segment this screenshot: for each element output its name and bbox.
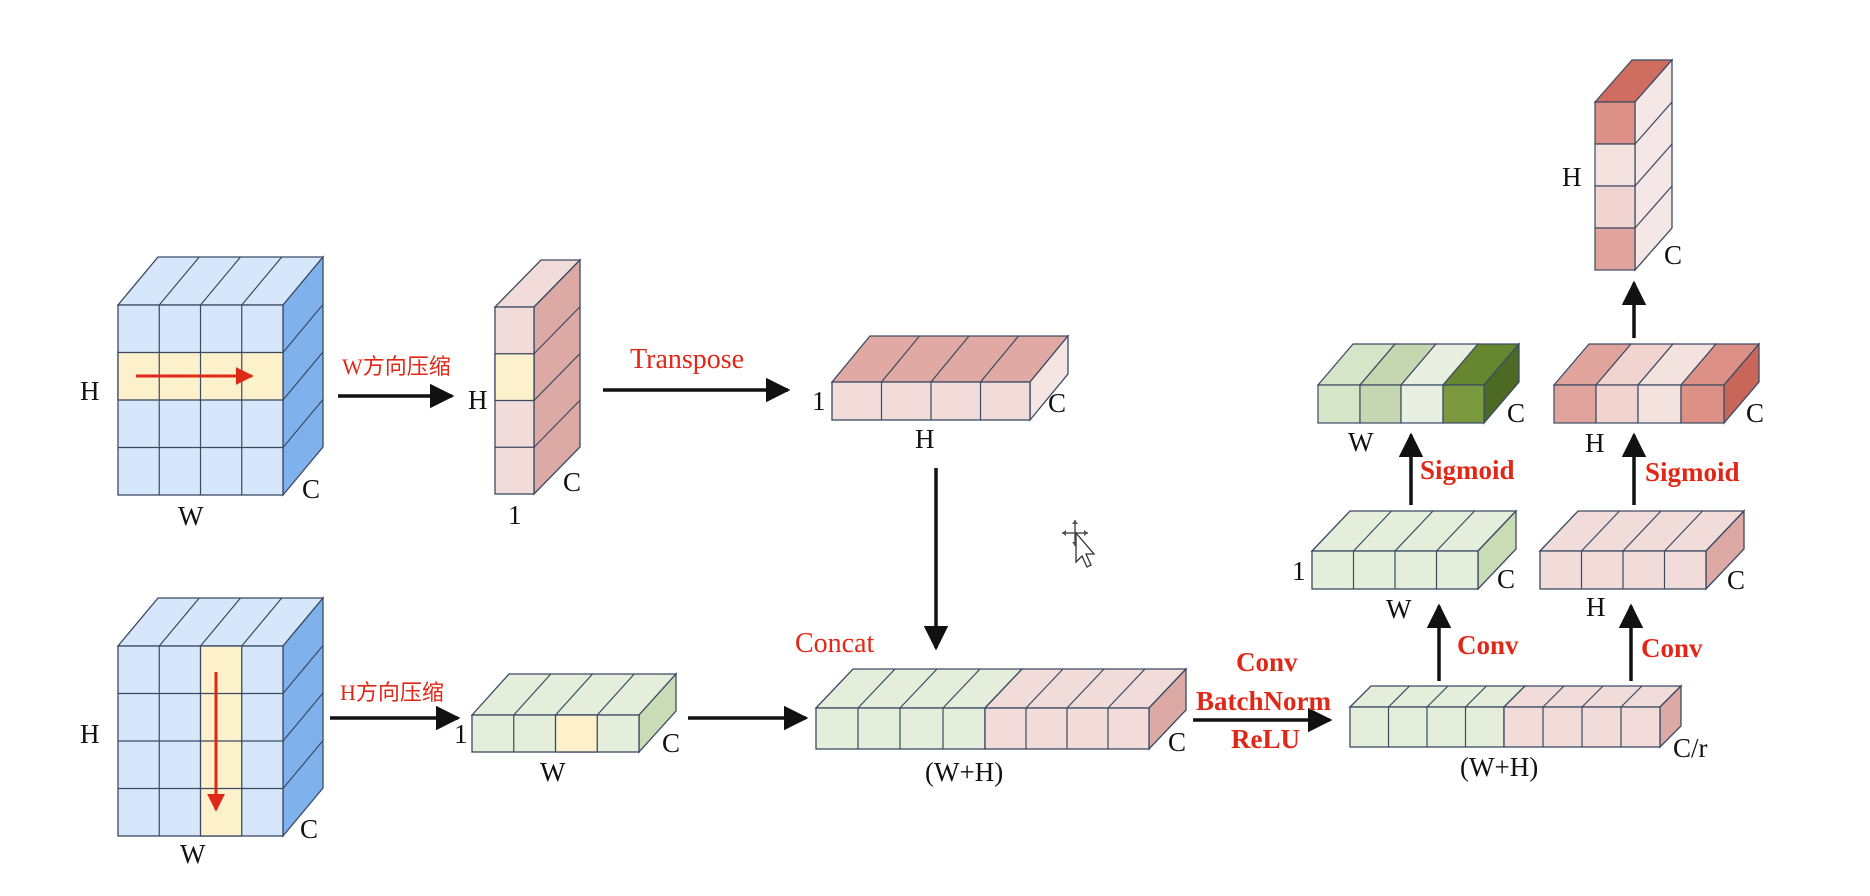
top-tensor-c-label: C [302,474,320,504]
w-conv-label: Conv [1457,630,1519,660]
top-pooled-column: H 1 C [468,258,582,530]
h-pre-h-label: H [1586,592,1606,622]
bottom-pooled-one-label: 1 [454,719,468,749]
h-weights-h-label: H [1585,428,1605,458]
h-weights-c-label: C [1746,398,1764,428]
mouse-cursor-icon [1062,520,1096,568]
h-pre-c-label: C [1727,565,1745,595]
h-column-h-label: H [1562,162,1582,192]
top-pooled-h-label: H [468,385,488,415]
h-attention-weights: H C [1552,342,1764,458]
w-weights-c-label: C [1507,398,1525,428]
concat-label: Concat [795,628,875,659]
w-attention-weights: W C [1316,342,1525,457]
h-conv-label: Conv [1641,633,1703,663]
w-weights-w-label: W [1348,427,1374,457]
bottom-tensor-w-label: W [180,839,206,869]
w-pre-sigmoid-block: 1 W C [1292,509,1518,624]
relu-label: ReLU [1231,724,1300,754]
conv1-label: Conv [1236,647,1298,677]
h-column-c-label: C [1664,240,1682,270]
transposed-c-label: C [1048,388,1066,418]
h-pre-sigmoid-block: H C [1538,509,1746,622]
concat-block: Concat (W+H) C [795,628,1188,787]
top-input-tensor: H W C [80,255,325,531]
transposed-h-label: H [915,424,935,454]
top-pooled-c-label: C [563,467,581,497]
w-pool-label: W方向压缩 [342,354,451,379]
h-attention-column: H C [1562,58,1682,272]
transpose-label: Transpose [630,344,744,375]
bottom-tensor-c-label: C [300,814,318,844]
bottom-pooled-w-label: W [540,757,566,787]
concat-size-label: (W+H) [925,757,1003,787]
transposed-row: 1 H C [812,334,1070,454]
bottom-tensor-h-label: H [80,719,100,749]
batchnorm-label: BatchNorm [1196,686,1331,716]
bottom-input-tensor: H W C [80,596,325,869]
concat-c-label: C [1168,727,1186,757]
top-tensor-h-label: H [80,376,100,406]
reduced-c-label: C/r [1673,733,1708,763]
transposed-one-label: 1 [812,386,826,416]
top-pooled-w-label: 1 [508,500,522,530]
w-sigmoid-label: Sigmoid [1420,455,1515,485]
h-sigmoid-label: Sigmoid [1645,457,1740,487]
w-pre-c-label: C [1497,564,1515,594]
reduced-size-label: (W+H) [1460,752,1538,782]
top-tensor-w-label: W [178,501,204,531]
bottom-pooled-c-label: C [662,728,680,758]
w-pre-w-label: W [1386,594,1412,624]
reduced-block: (W+H) C/r [1348,684,1708,782]
h-pool-label: H方向压缩 [340,680,444,705]
bottom-pooled-row: 1 W C [454,672,680,787]
w-pre-one-label: 1 [1292,556,1306,586]
